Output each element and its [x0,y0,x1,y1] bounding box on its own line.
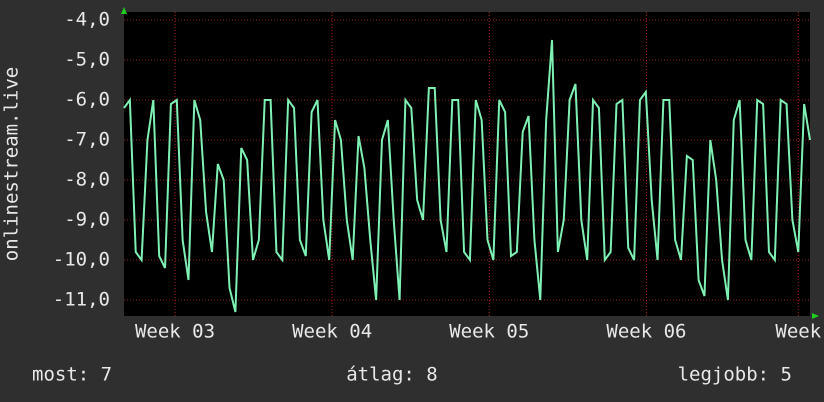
x-tick-label: Week 04 [292,321,372,343]
y-axis-label: onlinestream.live [1,67,23,261]
y-tick-label: -9,0 [64,209,110,231]
y-tick-label: -10,0 [53,249,110,271]
y-tick-label: -11,0 [53,289,110,311]
footer-average: átlag: 8 [346,364,438,386]
x-tick-label: Week 05 [449,321,529,343]
y-tick-label: -8,0 [64,169,110,191]
y-tick-label: -5,0 [64,49,110,71]
x-tick-label: Week 06 [606,321,686,343]
y-tick-label: -4,0 [64,9,110,31]
data-line [123,39,811,313]
x-tick-label: Week 03 [135,321,215,343]
axis-arrow [121,7,127,14]
axis-arrow [812,313,819,319]
footer-current: most: 7 [32,364,112,386]
plot-area [124,12,810,316]
x-tick-label: Week [775,321,821,343]
y-tick-label: -7,0 [64,129,110,151]
y-tick-label: -6,0 [64,89,110,111]
footer-max: legjobb: 5 [678,364,792,386]
